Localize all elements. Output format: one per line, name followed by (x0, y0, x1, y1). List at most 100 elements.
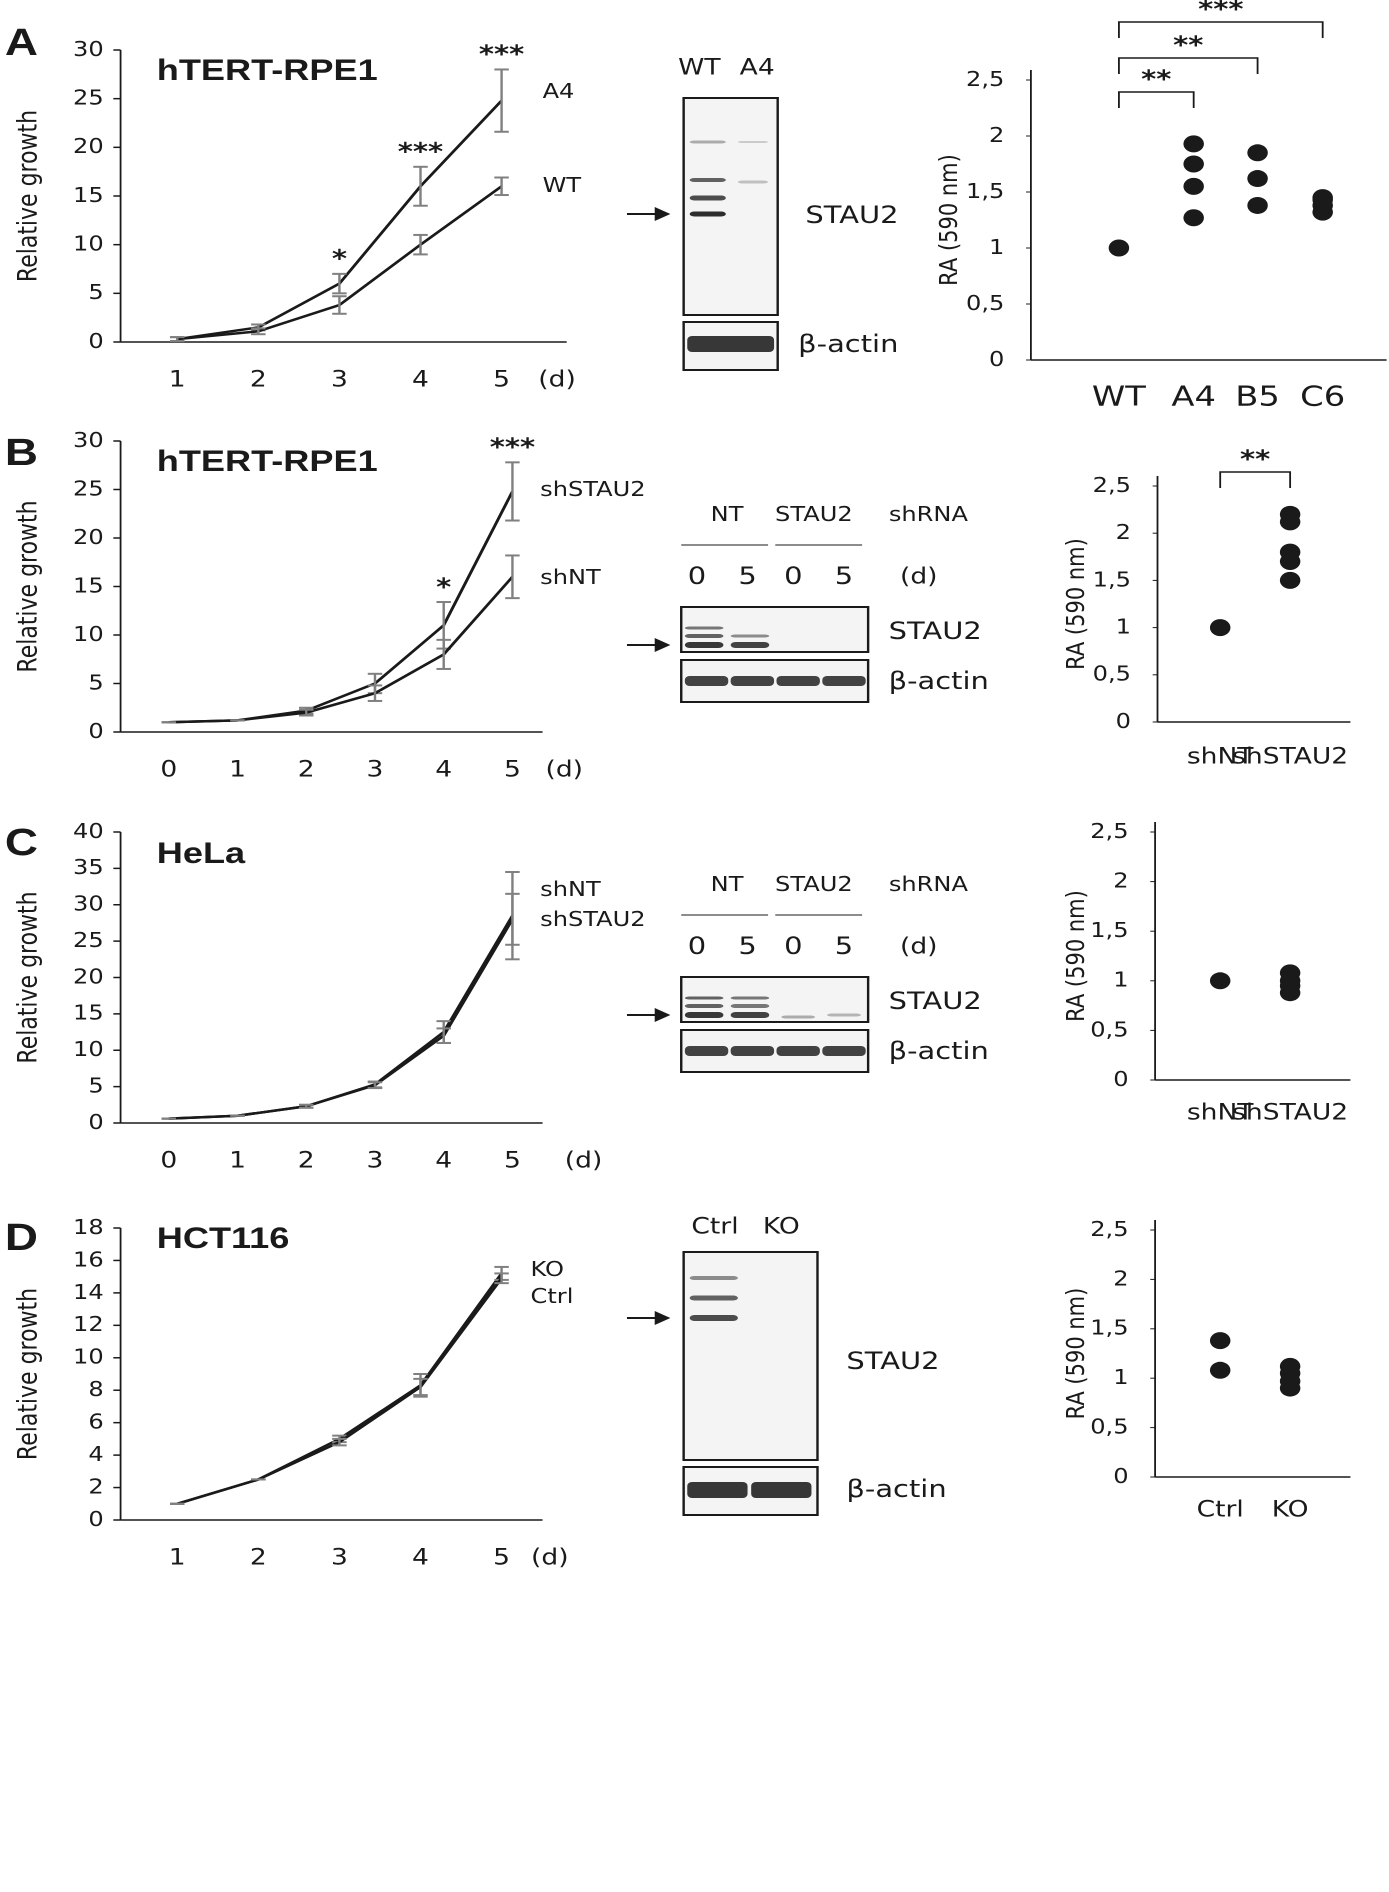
y-tick-label: 25 (73, 929, 104, 952)
y-tick-label: 5 (88, 281, 103, 304)
lane-label: Ctrl (691, 1213, 738, 1239)
x-axis-label: (d) (531, 1544, 569, 1570)
y-tick-label: 10 (73, 623, 104, 646)
error-bar (367, 1081, 383, 1090)
x-tick-label: 1 (169, 366, 186, 392)
dot (1247, 144, 1268, 162)
blot-band (737, 141, 769, 143)
error-bar (436, 638, 451, 670)
blot-band (684, 1046, 729, 1056)
y-axis-label: RA (590 nm) (1061, 538, 1090, 670)
y-tick-label: 1,5 (1090, 919, 1128, 942)
x-tick-label: 5 (504, 1147, 521, 1173)
dot (1183, 209, 1204, 227)
chart-title: HCT116 (157, 1222, 290, 1255)
series-line (168, 576, 514, 724)
x-tick-label: 4 (412, 366, 429, 392)
x-tick-label: 3 (367, 1147, 384, 1173)
chart-title: hTERT-RPE1 (157, 54, 378, 87)
y-tick-label: 10 (73, 232, 104, 255)
group-unit: shRNA (889, 503, 968, 526)
series-line (176, 1272, 503, 1505)
y-tick-label: 2,5 (966, 68, 1004, 91)
y-tick-label: 18 (73, 1216, 104, 1239)
x-tick-label: 2 (298, 1147, 315, 1173)
x-tick-label: KO (1272, 1496, 1309, 1522)
blot-band (689, 140, 726, 144)
series-label: shSTAU2 (540, 908, 645, 931)
dot (1209, 972, 1231, 990)
x-tick-label: B5 (1235, 380, 1280, 413)
x-tick-label: 4 (412, 1544, 429, 1570)
significance: *** (490, 433, 535, 461)
y-tick-label: 14 (73, 1281, 104, 1304)
blot-band (687, 336, 775, 352)
y-tick-label: 1,5 (1093, 568, 1131, 591)
y-tick-label: 0 (88, 1111, 103, 1134)
y-tick-label: 16 (73, 1248, 104, 1271)
dot (1209, 1332, 1231, 1350)
protein-label: β-actin (798, 330, 898, 358)
error-bar (413, 233, 428, 256)
blot-band (737, 180, 769, 184)
protein-label: β-actin (889, 1037, 989, 1065)
y-tick-label: 25 (73, 477, 104, 500)
y-tick-label: 1 (1113, 1366, 1128, 1389)
error-bar (251, 327, 266, 336)
dot (1279, 1357, 1301, 1375)
y-tick-label: 1 (1113, 969, 1128, 992)
x-tick-label: shSTAU2 (1232, 743, 1348, 769)
arrow-head (654, 1311, 671, 1325)
y-tick-label: 2,5 (1090, 820, 1128, 843)
y-tick-label: 2,5 (1093, 474, 1131, 497)
error-bar (413, 1377, 428, 1397)
error-bar (413, 165, 428, 207)
x-tick-label: 2 (298, 756, 315, 782)
blot-band (730, 634, 770, 638)
series-label: shNT (540, 566, 601, 589)
y-tick-label: 4 (88, 1443, 103, 1466)
significance: * (436, 573, 451, 601)
y-tick-label: 15 (73, 1002, 104, 1025)
y-axis-label: Relative growth (12, 891, 44, 1063)
group-label: STAU2 (775, 873, 853, 896)
error-bar (436, 1027, 451, 1044)
lane-unit: (d) (900, 563, 938, 589)
y-axis-label: Relative growth (12, 1288, 44, 1460)
x-axis-label: (d) (546, 756, 584, 782)
blot-band (684, 642, 724, 648)
significance-bracket (1118, 21, 1324, 38)
dot (1279, 505, 1301, 523)
dot (1209, 619, 1231, 637)
y-tick-label: 0,5 (1090, 1415, 1128, 1438)
dot (1279, 543, 1301, 561)
error-bar (505, 554, 520, 600)
dot (1183, 177, 1204, 195)
x-tick-label: shNT (1187, 1099, 1254, 1125)
dot (1247, 196, 1268, 214)
blot-band (776, 676, 820, 686)
blot-band (827, 1013, 861, 1017)
blot-band (689, 1315, 738, 1321)
series-label: shSTAU2 (540, 478, 645, 501)
blot-band (730, 1004, 770, 1008)
series-line (168, 918, 514, 1120)
protein-label: STAU2 (846, 1347, 939, 1375)
y-tick-label: 15 (73, 574, 104, 597)
series-line (168, 490, 514, 724)
blot-band (730, 676, 775, 686)
significance: ** (1173, 31, 1203, 59)
significance-bracket (1118, 57, 1259, 74)
y-tick-label: 1,5 (966, 180, 1004, 203)
x-tick-label: 1 (229, 1147, 246, 1173)
dot (1209, 1361, 1231, 1379)
blot-band (684, 676, 729, 686)
protein-label: β-actin (846, 1475, 946, 1503)
y-axis-label: RA (590 nm) (1061, 890, 1090, 1022)
y-tick-label: 0 (989, 348, 1004, 371)
blot-band (689, 1295, 738, 1301)
blot-band (689, 1276, 738, 1280)
significance: ** (1240, 445, 1270, 473)
series-line (176, 1277, 503, 1505)
